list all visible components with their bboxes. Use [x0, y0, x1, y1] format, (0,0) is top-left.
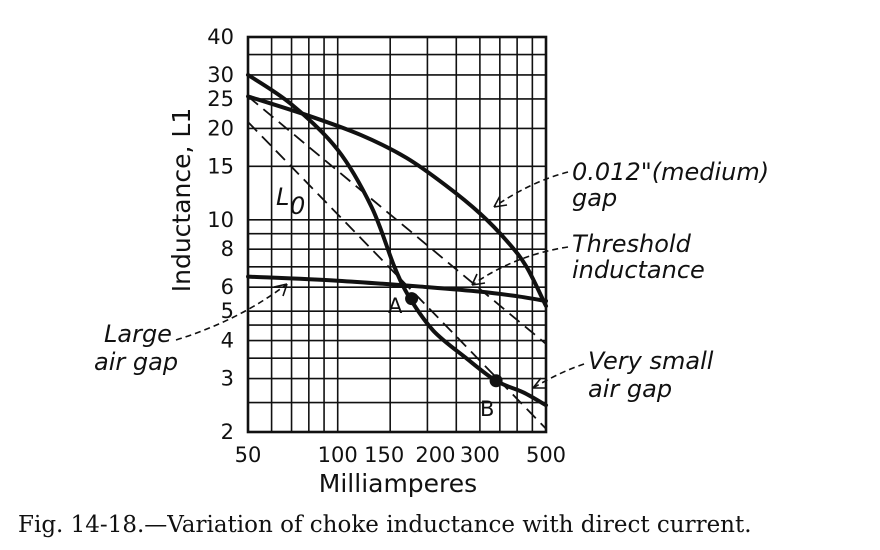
large-gap-label-line2: air gap [94, 348, 178, 376]
medium-gap-leader-arrow [493, 171, 569, 208]
y-tick-label: 20 [207, 116, 234, 140]
y-tick-label: 5 [221, 299, 234, 323]
l0-subscript: 0 [290, 192, 305, 220]
point-a-marker [405, 292, 419, 306]
y-tick-label: 40 [207, 25, 234, 49]
large-gap-arrowhead [273, 283, 288, 297]
x-tick-label: 500 [526, 443, 566, 467]
point-b-label: B [480, 397, 494, 421]
large-gap-label-line1: Large [104, 320, 172, 348]
curves [246, 72, 548, 430]
medium-gap-label-line2: gap [572, 184, 617, 212]
very-small-gap-arrowhead [532, 377, 546, 389]
y-tick-label: 4 [221, 329, 234, 353]
large-gap-curve [246, 274, 548, 303]
very-small-gap-leader-arrow [532, 363, 585, 389]
y-tick-label: 6 [221, 275, 234, 299]
threshold-label-line2: inductance [572, 256, 705, 284]
y-tick-label: 15 [207, 154, 234, 178]
x-tick-label: 150 [364, 443, 404, 467]
threshold-arrowhead [471, 273, 486, 286]
l0-line [247, 121, 547, 430]
point-a-label: A [388, 294, 403, 318]
figure-caption: Fig. 14-18.—Variation of choke inductanc… [18, 512, 752, 538]
y-tick-label: 2 [221, 420, 234, 444]
threshold-label-line1: Threshold [572, 230, 692, 258]
x-tick-label: 100 [318, 443, 358, 467]
point-b-marker [489, 374, 503, 388]
plot-frame [246, 35, 548, 434]
y-tick-label: 25 [207, 87, 234, 111]
x-tick-label: 300 [460, 443, 500, 467]
medium-gap-label-line1: 0.012"(medium) [572, 158, 769, 186]
x-tick-label: 200 [415, 443, 455, 467]
x-tick-label: 50 [235, 443, 262, 467]
medium-gap-arrowhead [493, 195, 508, 208]
threshold-leader-arrow [471, 246, 569, 286]
very-small-gap-label-line2: air gap [588, 375, 672, 403]
very-small-gap-curve [246, 72, 548, 408]
very-small-gap-label-line1: Very small [588, 347, 714, 375]
large-gap-leader-arrow [175, 283, 288, 341]
y-axis-title: Inductance, L1 [167, 108, 196, 293]
y-tick-label: 8 [221, 237, 234, 261]
l0-label: L [276, 183, 289, 211]
threshold-inductance-line [247, 95, 547, 345]
y-tick-label: 10 [207, 208, 234, 232]
medium-gap-curve [246, 94, 548, 308]
plot-border [246, 35, 548, 434]
y-tick-label: 30 [207, 63, 234, 87]
y-tick-label: 3 [221, 367, 234, 391]
x-axis-title: Milliamperes [319, 469, 477, 498]
